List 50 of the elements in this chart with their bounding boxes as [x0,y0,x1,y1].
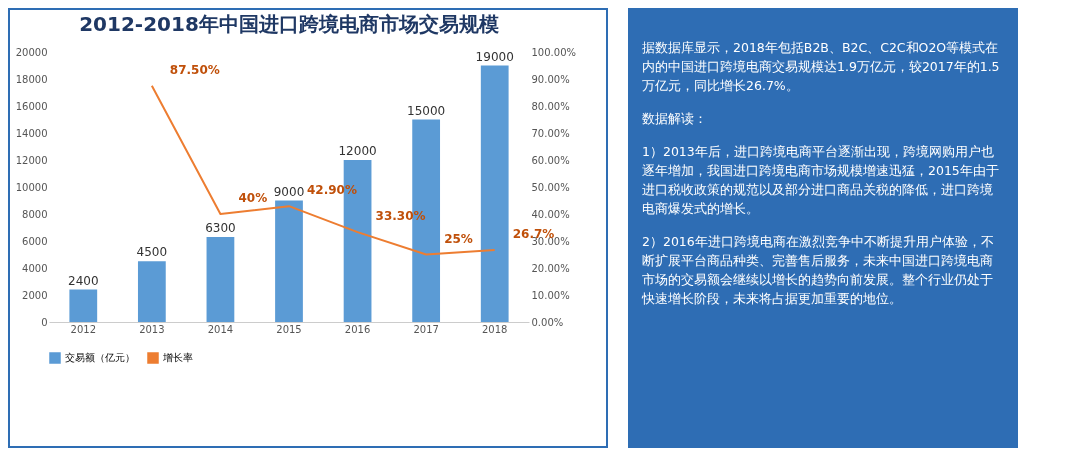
x-tick-label: 2014 [207,323,234,335]
y-tick-label: 16000 [15,100,48,112]
bar [480,65,509,322]
data-label: 12000 [338,144,377,158]
y-tick-label: 18000 [15,73,48,85]
bar [275,200,303,322]
data-label: 6300 [205,220,236,235]
data-label: 4500 [136,245,168,260]
data-label: 2400 [68,273,99,288]
data-label: 87.50% [169,62,220,77]
legend-label: 交易额（亿元） [65,352,135,363]
y2-tick-label: 80.00% [531,100,570,112]
x-tick-label: 2012 [70,323,97,335]
data-label: 15000 [407,103,446,118]
y-tick-label: 2000 [22,289,48,301]
text: 数据解读： [642,110,708,128]
text: 据数据库显示，2018年包括B2B、B2C、C2C和O2O等模式在内的中国进口跨境电商交易规模达1.9万亿元，较2017年的1.5万亿元，同比增长26.7%。 [642,39,1001,95]
text: 1）2013年后，进口跨境电商平台逐渐出现，跨境网购用户也逐年增加，我国进口跨境电商市场规模增速迅猛，2015年由于进口税收政策的规范以及部分进口商品关税的降低，进口跨境电商爆发式的增长。 [642,143,1000,218]
data-label: 19000 [475,49,514,64]
y-tick-label: 4000 [22,262,48,274]
y-tick-label: 12000 [15,154,48,166]
bar [69,289,98,322]
x-tick-label: 2015 [276,323,302,335]
y2-tick-label: 90.00% [531,73,570,85]
y2-tick-label: 0.00% [531,316,564,328]
y2-tick-label: 10.00% [531,289,570,301]
x-tick-label: 2017 [413,323,439,335]
data-label: 9000 [273,184,305,199]
bar [137,261,166,322]
y2-tick-label: 60.00% [531,154,570,166]
y2-tick-label: 40.00% [531,208,570,220]
y-tick-label: 8000 [22,208,48,220]
y2-tick-label: 100.00% [531,46,576,58]
y-tick-label: 20000 [15,46,48,58]
y2-tick-label: 20.00% [531,262,570,274]
legend-label: 增长率 [162,352,193,363]
x-tick-label: 2013 [139,323,165,335]
data-label: 25% [444,231,473,246]
y2-tick-label: 70.00% [531,127,570,139]
y-tick-label: 6000 [22,235,48,247]
y-tick-label: 0 [41,316,48,328]
x-tick-label: 2018 [481,323,508,335]
y2-tick-label: 50.00% [531,181,570,193]
y-tick-label: 10000 [15,181,48,193]
text: 2）2016年进口跨境电商在激烈竞争中不断提升用户体验，不断扩展平台商品种类、完善售后服务，未来中国进口跨境电商市场的交易额会继续以增长的趋势向前发展。整个行业仍处于快速增长阶段，未来将占据更加重要的地位。 [642,233,995,308]
chart-title: 2012-2018年中国进口跨境电商市场交易规模 [79,12,499,36]
data-label: 40% [238,191,268,205]
x-tick-label: 2016 [344,323,371,335]
bar [206,236,235,322]
y-tick-label: 14000 [15,127,48,139]
